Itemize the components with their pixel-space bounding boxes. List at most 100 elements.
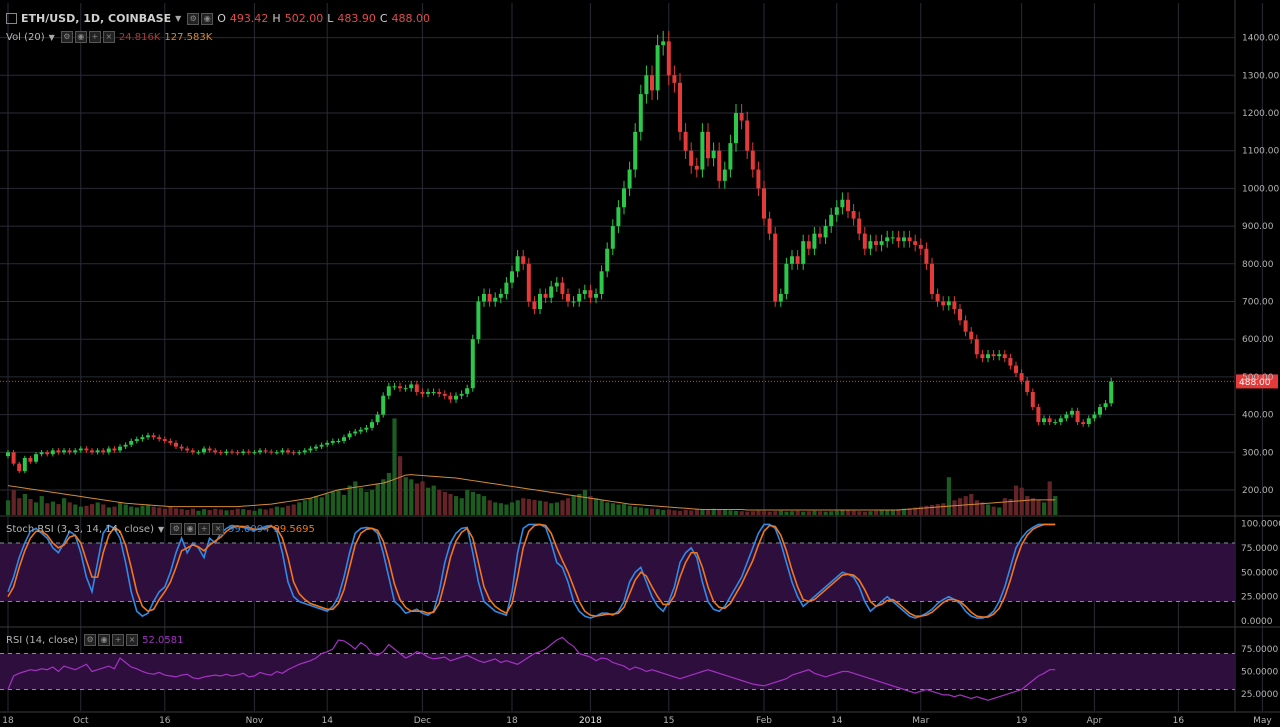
volume-bar	[342, 494, 347, 515]
symbol-menu-icon[interactable]	[6, 13, 17, 24]
chevron-down-icon[interactable]: ▼	[175, 14, 182, 23]
candle-body	[616, 207, 621, 227]
rsi-axis-label: 50.0000	[1241, 668, 1278, 678]
candle-body	[190, 450, 195, 453]
settings-icon[interactable]: ⚙	[60, 31, 73, 43]
volume-bar	[235, 508, 240, 515]
candle-body	[532, 301, 537, 310]
volume-bar	[174, 508, 179, 515]
rsi-axis-label: 25.0000	[1241, 690, 1278, 700]
candle-body	[375, 414, 380, 423]
volume-bar	[605, 502, 610, 515]
close-icon[interactable]: ×	[126, 634, 139, 646]
volume-bar	[62, 498, 67, 515]
volume-bar	[202, 509, 207, 515]
price-axis-label: 800.00	[1242, 260, 1274, 270]
candle-body	[739, 113, 744, 121]
volume-bar	[487, 500, 492, 515]
volume-bar	[986, 504, 991, 515]
candle-body	[442, 393, 447, 396]
high-value: 502.00	[284, 12, 324, 25]
chevron-down-icon[interactable]: ▼	[48, 32, 55, 42]
volume-bar	[941, 503, 946, 515]
candle-body	[526, 263, 531, 302]
volume-bar	[991, 506, 996, 515]
candle-body	[594, 293, 598, 298]
settings-icon[interactable]: ⚙	[187, 12, 200, 25]
volume-bar	[812, 510, 817, 515]
stoch-axis-label: 50.0000	[1241, 568, 1278, 578]
symbol-label[interactable]: ETH/USD, 1D, COINBASE	[21, 12, 172, 25]
stoch-label[interactable]: Stoch RSI (3, 3, 14, 14, close)	[6, 523, 154, 535]
candle-body	[470, 339, 475, 389]
plus-icon[interactable]: +	[88, 31, 101, 43]
volume-bar	[532, 499, 537, 515]
candle-body	[392, 386, 397, 388]
candle-body	[689, 150, 694, 166]
candle-body	[403, 388, 408, 390]
plus-icon[interactable]: +	[198, 523, 211, 535]
candle-body	[622, 188, 626, 208]
volume-bar	[146, 504, 151, 515]
candle-body	[34, 454, 38, 462]
volume-bar	[106, 507, 111, 515]
eye-icon[interactable]: ◉	[201, 12, 214, 25]
rsi-label[interactable]: RSI (14, close)	[6, 634, 79, 646]
chevron-down-icon[interactable]: ▼	[158, 524, 165, 534]
volume-bar	[498, 503, 503, 515]
volume-bar	[190, 508, 195, 515]
volume-bar	[39, 496, 44, 515]
candle-body	[314, 446, 318, 449]
candle-body	[907, 237, 912, 242]
volume-bar	[314, 496, 319, 515]
candle-body	[582, 290, 587, 294]
volume-bar	[778, 510, 783, 515]
candle-body	[1103, 403, 1108, 408]
volume-bar	[476, 494, 481, 515]
settings-icon[interactable]: ⚙	[170, 523, 183, 535]
volume-label[interactable]: Vol (20)	[6, 31, 45, 43]
candle-body	[862, 233, 867, 249]
candle-body	[896, 237, 901, 242]
close-icon[interactable]: ×	[212, 523, 225, 535]
volume-bar	[762, 511, 767, 515]
volume-bar	[179, 509, 184, 515]
rsi-line	[7, 636, 1056, 701]
volume-bar	[95, 502, 100, 515]
candle-body	[1025, 380, 1030, 392]
candle-body	[1053, 422, 1058, 424]
volume-bar	[549, 503, 554, 515]
volume-bar	[683, 509, 688, 515]
stoch-buttons: ⚙ ◉ + ×	[170, 523, 225, 535]
volume-bar	[997, 507, 1002, 515]
volume-bar	[717, 509, 722, 515]
candle-body	[196, 452, 201, 454]
candle-body	[498, 293, 503, 298]
candle-body	[476, 301, 481, 340]
volume-bar	[935, 504, 940, 515]
candle-body	[465, 388, 470, 394]
eye-icon[interactable]: ◉	[184, 523, 197, 535]
plus-icon[interactable]: +	[112, 634, 125, 646]
candle-body	[426, 391, 430, 394]
eye-icon[interactable]: ◉	[74, 31, 87, 43]
close-icon[interactable]: ×	[102, 31, 115, 43]
volume-bar	[442, 491, 447, 515]
volume-bar	[493, 502, 498, 515]
candle-body	[84, 448, 89, 451]
candle-body	[151, 435, 156, 438]
candle-body	[790, 256, 794, 264]
candle-body	[286, 450, 290, 453]
stoch-legend: Stoch RSI (3, 3, 14, 14, close) ▼ ⚙ ◉ + …	[6, 523, 315, 535]
volume-bar	[224, 510, 229, 515]
price-axis-label: 600.00	[1242, 335, 1274, 345]
candle-body	[834, 207, 839, 215]
candle-body	[694, 165, 699, 170]
eye-icon[interactable]: ◉	[98, 634, 111, 646]
settings-icon[interactable]: ⚙	[84, 634, 97, 646]
price-axis-label: 700.00	[1242, 298, 1274, 308]
volume-bar	[745, 511, 750, 515]
time-axis-label: 19	[1016, 716, 1028, 726]
volume-bar	[666, 509, 671, 515]
